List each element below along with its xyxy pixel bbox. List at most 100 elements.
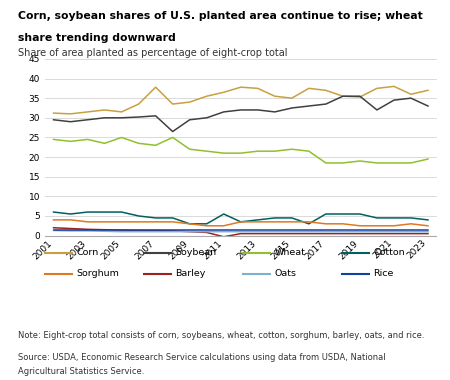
Cotton — [221, 212, 226, 216]
Oats — [153, 230, 158, 234]
Corn — [323, 88, 328, 93]
Rice — [391, 227, 396, 232]
Oats — [221, 230, 226, 234]
Rice — [85, 227, 90, 232]
Oats — [238, 230, 243, 234]
Sorghum — [221, 223, 226, 228]
Barley — [102, 227, 107, 232]
Wheat — [255, 149, 261, 154]
Cotton — [272, 216, 278, 220]
Cotton — [102, 210, 107, 214]
Corn — [272, 94, 278, 98]
Corn — [357, 95, 363, 99]
Barley — [306, 231, 311, 236]
Cotton — [255, 218, 261, 222]
Text: Barley: Barley — [176, 269, 206, 278]
Soybean — [357, 94, 363, 98]
Cotton — [153, 216, 158, 220]
Text: Rice: Rice — [374, 269, 394, 278]
Oats — [136, 230, 141, 234]
Sorghum — [255, 220, 261, 224]
Corn — [391, 84, 396, 89]
Rice — [221, 227, 226, 232]
Corn — [374, 86, 380, 91]
Oats — [187, 230, 193, 234]
Rice — [153, 227, 158, 232]
Sorghum — [323, 222, 328, 226]
Wheat — [170, 135, 176, 140]
Oats — [51, 228, 56, 233]
Rice — [306, 227, 311, 232]
Sorghum — [136, 220, 141, 224]
Wheat — [68, 139, 73, 144]
Rice — [374, 227, 380, 232]
Sorghum — [238, 220, 243, 224]
Text: Cotton: Cotton — [374, 248, 405, 257]
Sorghum — [340, 222, 346, 226]
Sorghum — [68, 218, 73, 222]
Barley — [51, 225, 56, 230]
Line: Soybean: Soybean — [54, 96, 428, 131]
Line: Barley: Barley — [54, 228, 428, 237]
Wheat — [238, 151, 243, 155]
Corn — [425, 88, 431, 93]
Oats — [408, 230, 414, 234]
Oats — [425, 230, 431, 234]
Barley — [357, 231, 363, 236]
Barley — [323, 231, 328, 236]
Oats — [255, 230, 261, 234]
Text: Note: Eight-crop total consists of corn, soybeans, wheat, cotton, sorghum, barle: Note: Eight-crop total consists of corn,… — [18, 331, 424, 340]
Oats — [102, 229, 107, 234]
Wheat — [204, 149, 209, 154]
Wheat — [221, 151, 226, 155]
Rice — [357, 227, 363, 232]
Sorghum — [204, 223, 209, 228]
Wheat — [119, 135, 124, 140]
Barley — [204, 230, 209, 235]
Barley — [272, 231, 278, 236]
Barley — [170, 229, 176, 233]
Soybean — [391, 98, 396, 102]
Cotton — [357, 212, 363, 216]
Soybean — [340, 94, 346, 98]
Soybean — [272, 110, 278, 114]
Cotton — [170, 216, 176, 220]
Sorghum — [425, 223, 431, 228]
Wheat — [272, 149, 278, 154]
Wheat — [323, 161, 328, 165]
Corn — [238, 85, 243, 89]
Oats — [204, 230, 209, 234]
Corn — [204, 94, 209, 98]
Rice — [170, 227, 176, 232]
Sorghum — [187, 222, 193, 226]
Soybean — [323, 102, 328, 106]
Cotton — [289, 216, 294, 220]
Soybean — [102, 116, 107, 120]
Soybean — [51, 117, 56, 122]
Barley — [238, 231, 243, 236]
Soybean — [408, 96, 414, 100]
Wheat — [408, 161, 414, 165]
Line: Corn: Corn — [54, 86, 428, 114]
Wheat — [340, 161, 346, 165]
Barley — [289, 231, 294, 236]
Corn — [306, 86, 311, 91]
Sorghum — [408, 222, 414, 226]
Soybean — [221, 110, 226, 114]
Sorghum — [289, 220, 294, 224]
Corn — [221, 90, 226, 95]
Wheat — [391, 161, 396, 165]
Text: Corn: Corn — [76, 248, 99, 257]
Soybean — [425, 104, 431, 108]
Wheat — [357, 159, 363, 163]
Wheat — [153, 143, 158, 147]
Rice — [408, 227, 414, 232]
Line: Wheat: Wheat — [54, 138, 428, 163]
Soybean — [119, 116, 124, 120]
Barley — [85, 227, 90, 231]
Text: Source: USDA, Economic Research Service calculations using data from USDA, Natio: Source: USDA, Economic Research Service … — [18, 353, 386, 363]
Oats — [323, 230, 328, 234]
Cotton — [68, 212, 73, 216]
Wheat — [425, 157, 431, 162]
Sorghum — [357, 223, 363, 228]
